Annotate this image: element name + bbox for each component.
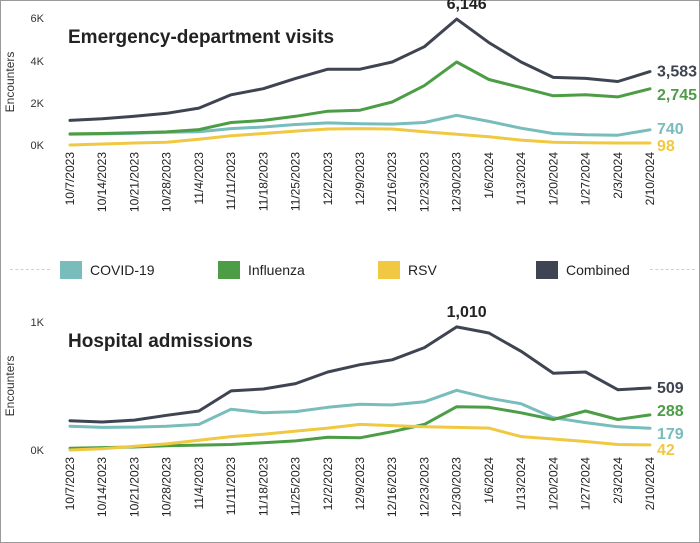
x-tick-label: 10/21/2023 [127, 457, 141, 517]
legend-item-influenza: Influenza [218, 260, 305, 280]
x-tick-label: 11/25/2023 [289, 457, 303, 516]
peak-label: 1,010 [447, 304, 487, 321]
y-tick-label: 2K [31, 98, 45, 110]
legend-swatch-rsv [378, 261, 400, 279]
legend: COVID-19 Influenza RSV Combined [0, 256, 700, 284]
x-tick-label: 2/3/2024 [611, 457, 625, 504]
x-tick-label: 12/30/2023 [450, 152, 464, 212]
x-tick-label: 12/2/2023 [321, 152, 335, 206]
x-tick-label: 10/21/2023 [127, 152, 141, 212]
legend-divider-right [650, 269, 695, 270]
series-line-influenza [68, 60, 652, 136]
y-tick-label: 1K [31, 317, 45, 329]
x-tick-label: 11/25/2023 [289, 152, 303, 211]
end-label-rsv: 98 [657, 138, 675, 155]
x-tick-label: 11/11/2023 [224, 152, 238, 211]
x-tick-label: 2/10/2024 [643, 152, 657, 206]
series-line-rsv [68, 127, 652, 147]
x-tick-label: 10/14/2023 [95, 457, 109, 517]
end-label-covid-19: 179 [657, 426, 684, 443]
x-tick-label: 12/23/2023 [417, 152, 431, 212]
end-label-combined: 509 [657, 380, 684, 397]
x-tick-label: 11/18/2023 [256, 457, 270, 516]
x-tick-label: 12/23/2023 [417, 457, 431, 517]
end-label-rsv: 42 [657, 442, 675, 459]
legend-label-covid: COVID-19 [90, 262, 155, 278]
x-tick-label: 12/16/2023 [385, 457, 399, 517]
legend-label-combined: Combined [566, 262, 630, 278]
x-tick-label: 1/13/2024 [514, 152, 528, 206]
x-tick-label: 1/6/2024 [482, 457, 496, 504]
end-label-combined: 3,583 [657, 64, 697, 81]
x-tick-label: 12/9/2023 [353, 457, 367, 511]
legend-label-influenza: Influenza [248, 262, 305, 278]
chart-title: Emergency-department visits [68, 27, 334, 48]
series-line-influenza [68, 405, 652, 450]
x-tick-label: 12/9/2023 [353, 152, 367, 206]
y-tick-label: 6K [31, 13, 45, 25]
x-tick-label: 1/20/2024 [546, 152, 560, 206]
x-tick-label: 2/10/2024 [643, 457, 657, 511]
series-line-covid-19 [68, 388, 652, 430]
x-tick-label: 2/3/2024 [611, 152, 625, 199]
x-tick-label: 11/4/2023 [192, 152, 206, 205]
x-tick-label: 10/7/2023 [63, 152, 77, 206]
x-tick-label: 12/30/2023 [450, 457, 464, 517]
x-tick-label: 10/28/2023 [160, 152, 174, 212]
y-axis-label: Encounters [3, 52, 17, 113]
x-tick-label: 1/6/2024 [482, 152, 496, 199]
y-tick-label: 0K [31, 445, 45, 457]
x-tick-label: 1/20/2024 [546, 457, 560, 511]
legend-swatch-combined [536, 261, 558, 279]
end-label-influenza: 2,745 [657, 87, 697, 104]
x-tick-label: 11/4/2023 [192, 457, 206, 510]
y-axis-label: Encounters [3, 356, 17, 417]
x-tick-label: 1/13/2024 [514, 457, 528, 511]
chart-title: Hospital admissions [68, 331, 253, 352]
legend-label-rsv: RSV [408, 262, 437, 278]
series-line-rsv [68, 422, 652, 452]
x-tick-label: 11/11/2023 [224, 457, 238, 516]
x-tick-label: 11/18/2023 [256, 152, 270, 211]
x-tick-label: 10/7/2023 [63, 457, 77, 511]
legend-item-rsv: RSV [378, 260, 437, 280]
x-tick-label: 10/14/2023 [95, 152, 109, 212]
legend-item-combined: Combined [536, 260, 630, 280]
x-tick-label: 1/27/2024 [579, 457, 593, 511]
legend-swatch-covid [60, 261, 82, 279]
peak-label: 6,146 [447, 0, 487, 13]
x-tick-label: 1/27/2024 [579, 152, 593, 206]
y-tick-label: 4K [31, 56, 45, 68]
series-line-combined [68, 325, 652, 424]
x-tick-label: 12/16/2023 [385, 152, 399, 212]
x-tick-label: 10/28/2023 [160, 457, 174, 517]
legend-divider-left [10, 269, 50, 270]
y-tick-label: 0K [31, 140, 45, 152]
legend-item-covid: COVID-19 [60, 260, 155, 280]
x-tick-label: 12/2/2023 [321, 457, 335, 511]
legend-swatch-influenza [218, 261, 240, 279]
end-label-influenza: 288 [657, 403, 684, 420]
series-line-combined [68, 17, 652, 122]
end-label-covid-19: 740 [657, 121, 684, 138]
